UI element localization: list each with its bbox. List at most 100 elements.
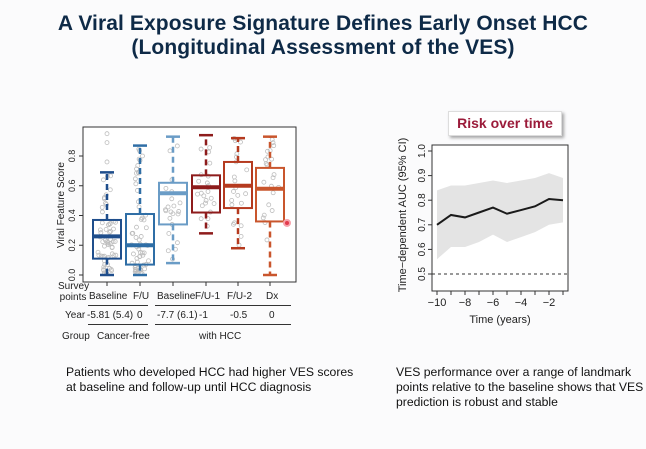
boxplot-outlier — [104, 140, 110, 146]
boxplot-box — [255, 166, 285, 223]
boxplot-data-point — [95, 249, 101, 255]
boxplot-data-point — [207, 145, 213, 150]
boxplot-data-point — [175, 211, 181, 217]
year-4: -0.5 — [230, 310, 248, 321]
boxplot-data-point — [271, 143, 277, 149]
boxplot-data-point — [103, 200, 108, 206]
boxplot-y-tick-label: 0.0 — [67, 269, 77, 282]
boxplot-data-point — [269, 208, 275, 213]
divider-cancer-free-survey — [88, 305, 148, 306]
boxplot-data-point — [235, 192, 241, 198]
boxplot-data-point — [146, 258, 151, 264]
boxplot-data-point — [232, 220, 237, 226]
boxplot-data-point — [109, 244, 115, 250]
boxplot-data-point — [129, 231, 135, 236]
boxplot-data-point — [260, 215, 266, 221]
boxplot-data-point — [163, 208, 169, 214]
year-5: 0 — [269, 310, 275, 321]
survey-point-2: Baseline — [157, 291, 196, 302]
divider-cancer-free-year — [88, 324, 148, 325]
survey-label-line2: points — [59, 292, 87, 303]
slide-subtitle: (Longitudinal Assessment of the VES) — [131, 36, 515, 59]
boxplot-data-point — [135, 163, 141, 168]
boxplot-box — [125, 213, 155, 266]
boxplot-data-point — [195, 191, 200, 197]
year-2: -7.7 (6.1) — [157, 310, 198, 321]
boxplot-data-point — [107, 229, 113, 235]
boxplot-data-point — [103, 226, 109, 232]
boxplot-data-point — [264, 237, 270, 243]
boxplot-marks — [92, 131, 291, 286]
boxplot-data-point — [270, 190, 276, 196]
group-label: Group — [62, 331, 90, 342]
boxplot-data-point — [208, 195, 214, 201]
boxplot-y-tick-label: 0.4 — [67, 209, 77, 222]
boxplot-data-point — [167, 215, 173, 221]
boxplot-data-point — [196, 178, 202, 184]
table-survey-label: Survey points — [58, 281, 90, 303]
boxplot-data-point — [174, 143, 180, 149]
boxplot-data-point — [106, 242, 111, 248]
boxplot-data-point — [261, 212, 267, 218]
boxplot-data-point — [232, 178, 238, 184]
boxplot-data-point — [229, 202, 235, 208]
year-0: -5.81 (5.4) — [87, 310, 134, 321]
boxplot-data-point — [168, 209, 174, 215]
boxplot-data-point — [108, 267, 114, 272]
boxplot-outlier — [104, 159, 110, 165]
boxplot-data-point — [205, 189, 211, 194]
boxplot-data-point — [112, 239, 118, 244]
group-cancer-free: Cancer-free — [97, 331, 150, 342]
boxplot-data-point — [198, 216, 204, 222]
boxplot-data-point — [270, 175, 276, 181]
boxplot-data-point — [169, 196, 175, 202]
boxplot-data-point — [244, 167, 250, 173]
boxplot-data-point — [143, 225, 149, 231]
boxplot-data-point — [134, 224, 139, 230]
boxplot-data-point — [231, 189, 236, 194]
boxplot-y-axis: 0.0 0.2 0.4 0.6 0.8 — [67, 150, 83, 282]
boxplot-data-point — [102, 243, 107, 249]
boxplot-y-tick-label: 0.2 — [67, 239, 77, 252]
boxplot-data-point — [134, 170, 139, 176]
boxplot-data-point — [101, 177, 106, 183]
boxplot-data-point — [165, 248, 171, 254]
boxplot-data-point — [266, 202, 272, 208]
boxplot-box — [92, 218, 122, 260]
boxplot-data-point — [107, 187, 113, 193]
boxplot-data-point — [99, 209, 105, 215]
boxplot-data-point — [261, 179, 267, 185]
slide-title: A Viral Exposure Signature Defines Early… — [57, 12, 589, 35]
boxplot-data-point — [139, 215, 145, 221]
boxplot-data-point — [203, 200, 208, 206]
boxplot-y-tick-label: 0.6 — [67, 179, 77, 192]
survey-label-line1: Survey — [58, 281, 90, 292]
boxplot-data-point — [238, 139, 243, 145]
boxplot-data-point — [136, 237, 142, 243]
boxplot-data-point — [269, 156, 275, 162]
boxplot-data-point — [108, 228, 113, 234]
caption-right: VES performance over a range of landmark… — [396, 365, 644, 409]
boxplot-data-point — [201, 193, 207, 199]
year-3: -1 — [199, 310, 208, 321]
boxplot-data-point — [105, 241, 111, 247]
survey-point-0: Baseline — [89, 291, 128, 302]
boxplot-data-point — [111, 226, 116, 232]
boxplot-data-point — [165, 204, 171, 210]
boxplot-y-axis-label: Viral Feature Score — [56, 162, 67, 248]
boxplot-data-point — [135, 268, 141, 274]
boxplot-data-point — [229, 197, 235, 203]
boxplot-data-point — [101, 267, 106, 272]
boxplot-data-point — [238, 233, 244, 239]
survey-point-5: Dx — [266, 291, 279, 302]
boxplot-data-point — [175, 240, 180, 246]
survey-point-1: F/U — [133, 291, 150, 302]
boxplot-data-point — [177, 200, 183, 206]
boxplot-data-point — [211, 201, 217, 206]
boxplot-data-point — [207, 160, 213, 166]
year-label: Year — [65, 310, 86, 321]
boxplot-data-point — [96, 252, 102, 258]
divider-hcc-survey — [155, 305, 291, 306]
boxplot-data-point — [133, 235, 139, 240]
group-with-hcc: with HCC — [199, 331, 242, 342]
